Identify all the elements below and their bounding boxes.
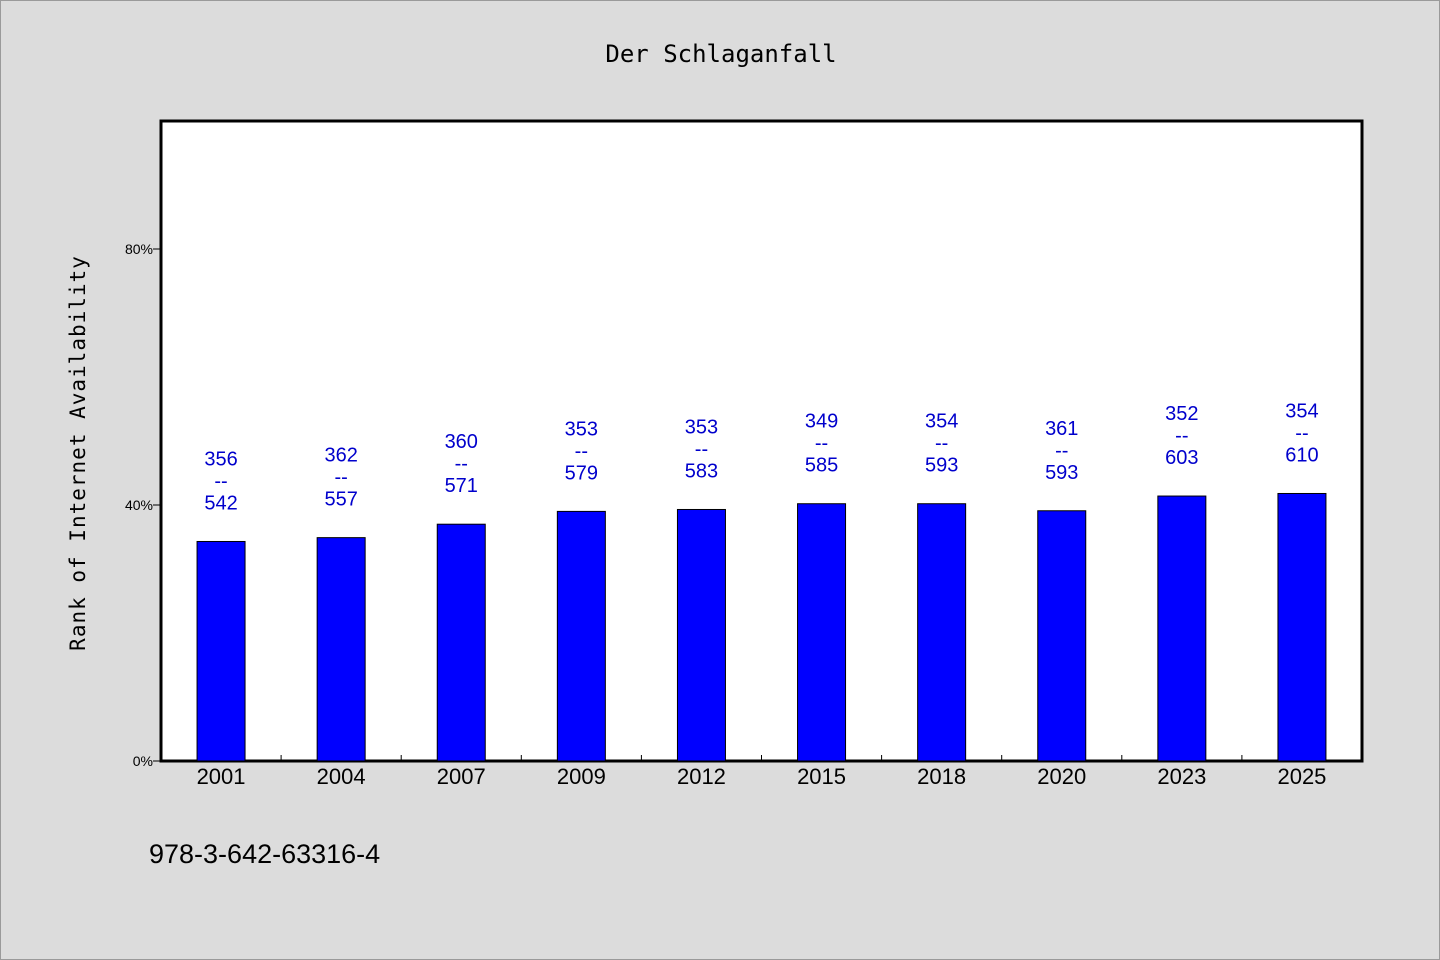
- bar-data-label: 610: [1285, 444, 1318, 466]
- y-tick-label: 0%: [133, 753, 153, 769]
- bar-data-label: --: [575, 440, 588, 462]
- bar-data-label: --: [1295, 422, 1308, 444]
- x-tick-label: 2004: [317, 764, 366, 789]
- x-tick-label: 2018: [917, 764, 966, 789]
- bar-data-label: 579: [565, 462, 598, 484]
- bar-data-label: 353: [565, 418, 598, 440]
- x-tick-label: 2012: [677, 764, 726, 789]
- x-tick-label: 2015: [797, 764, 846, 789]
- bar-data-label: --: [815, 433, 828, 455]
- y-axis-label: Rank of Internet Availability: [66, 255, 90, 651]
- bar-data-label: 593: [925, 455, 958, 477]
- x-axis-ticks: 2001 2004 2007 2009 2012 2015 2018 2020 2023 2025: [197, 755, 1326, 789]
- bar-data-label: 593: [1045, 462, 1078, 484]
- bar-data-label: 583: [685, 460, 718, 482]
- bar-data-label: --: [935, 433, 948, 455]
- bar: [556, 510, 606, 762]
- bar-data-label: 571: [445, 475, 478, 497]
- x-tick-label: 2007: [437, 764, 486, 789]
- bar-data-label: --: [1055, 440, 1068, 462]
- bar: [196, 540, 246, 762]
- footer-isbn: 978-3-642-63316-4: [149, 839, 380, 869]
- bar-data-label: 585: [805, 455, 838, 477]
- bar-data-label: --: [334, 467, 347, 489]
- bar-data-label: 557: [324, 489, 357, 511]
- x-tick-label: 2001: [197, 764, 246, 789]
- bar-data-label: 354: [1285, 400, 1318, 422]
- bar: [1037, 510, 1087, 762]
- y-tick-label: 80%: [125, 241, 153, 257]
- bar-data-label: 356: [204, 448, 237, 470]
- y-tick-label: 40%: [125, 497, 153, 513]
- x-tick-label: 2023: [1157, 764, 1206, 789]
- x-tick-label: 2020: [1037, 764, 1086, 789]
- bars: [196, 492, 1327, 762]
- bar: [436, 523, 486, 762]
- bar: [1157, 495, 1207, 762]
- bar-data-label: 352: [1165, 403, 1198, 425]
- bar-data-label: 362: [324, 445, 357, 467]
- bar-data-label: 354: [925, 411, 958, 433]
- bar: [316, 537, 366, 762]
- bar: [797, 503, 847, 762]
- bar-data-label: --: [214, 470, 227, 492]
- chart-title: Der Schlaganfall: [605, 40, 836, 68]
- bar: [1277, 492, 1327, 762]
- bar-data-label: --: [695, 438, 708, 460]
- bar: [917, 503, 967, 762]
- bar: [676, 508, 726, 762]
- x-tick-label: 2025: [1277, 764, 1326, 789]
- bar-data-label: 361: [1045, 418, 1078, 440]
- bar-data-label: 353: [685, 416, 718, 438]
- bar-data-label: --: [455, 453, 468, 475]
- bar-data-label: --: [1175, 425, 1188, 447]
- x-tick-label: 2009: [557, 764, 606, 789]
- bar-data-label: 349: [805, 411, 838, 433]
- bar-data-label: 360: [445, 431, 478, 453]
- bar-data-label: 542: [204, 492, 237, 514]
- bar-data-label: 603: [1165, 447, 1198, 469]
- data-labels: 356--542362--557360--571353--579353--583…: [204, 400, 1318, 514]
- y-axis-ticks: 0% 40% 80%: [125, 241, 161, 769]
